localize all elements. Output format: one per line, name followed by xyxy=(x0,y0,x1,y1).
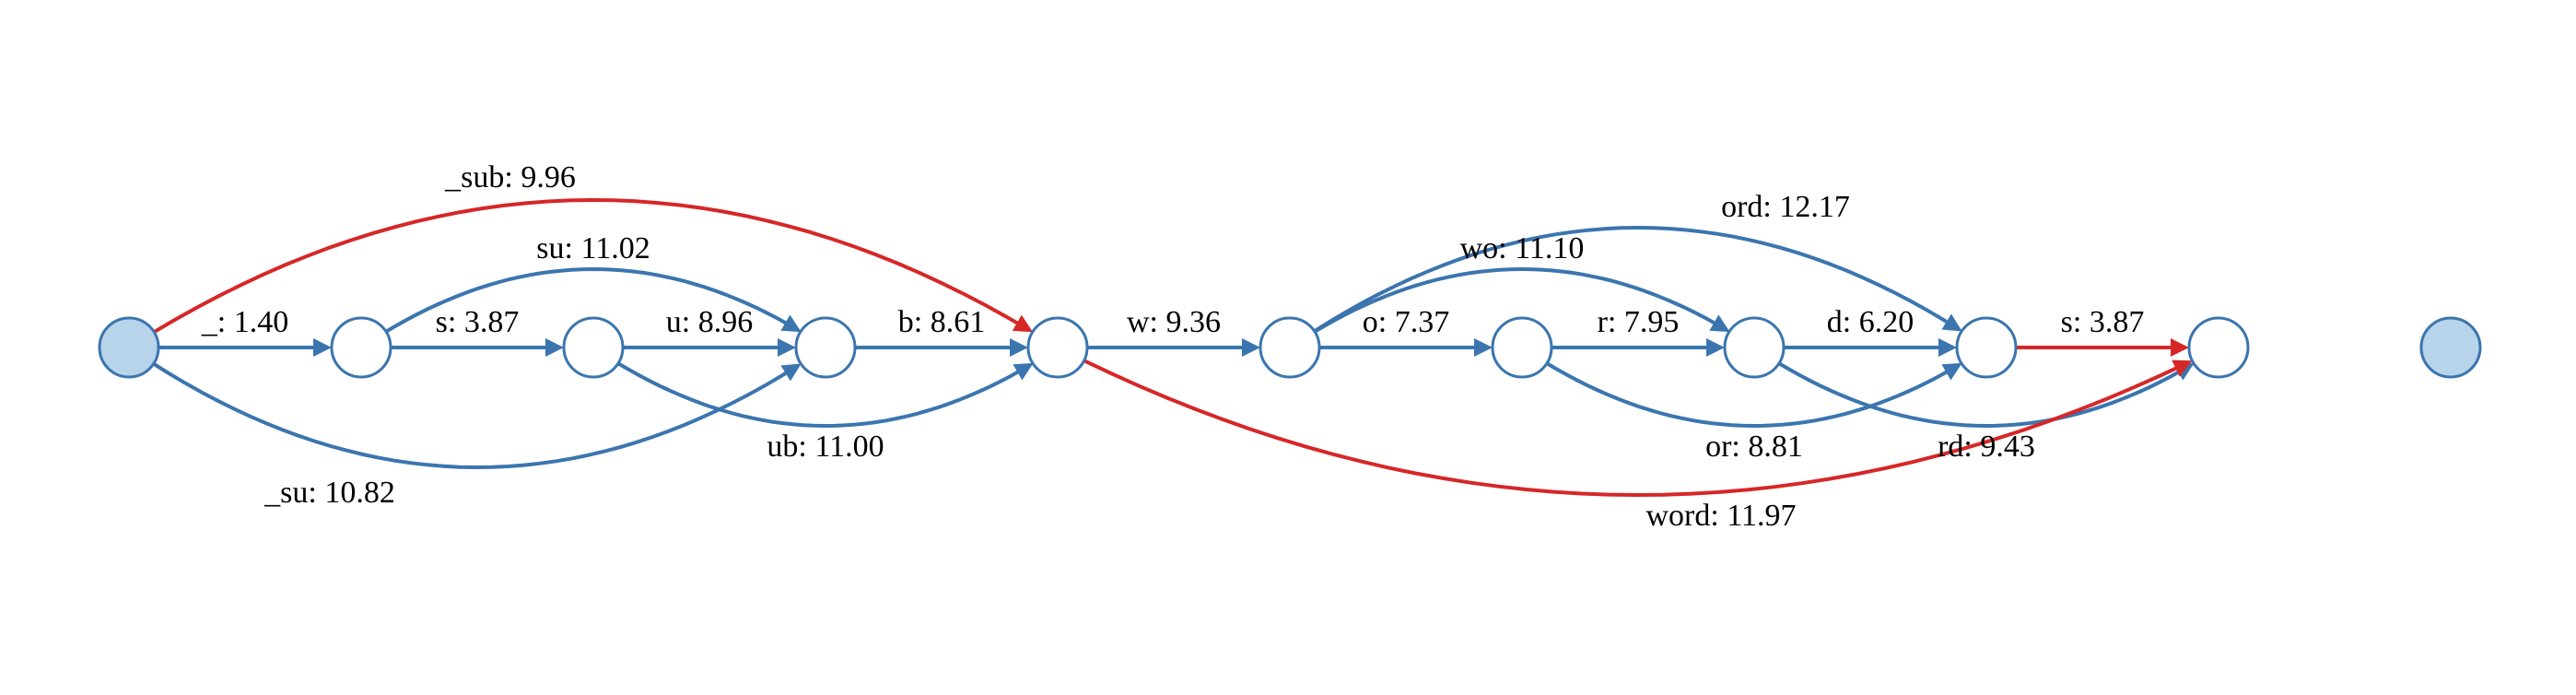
edge-label: b: 8.61 xyxy=(898,305,985,339)
edge xyxy=(153,364,798,468)
edge-label: w: 9.36 xyxy=(1127,305,1221,339)
state-node xyxy=(796,318,855,377)
edge-label: s: 3.87 xyxy=(436,305,520,339)
state-node xyxy=(564,318,623,377)
edge-label: o: 7.37 xyxy=(1363,305,1449,339)
edge-label: u: 8.96 xyxy=(666,305,753,339)
edge-label: _su: 10.82 xyxy=(263,476,395,510)
state-node xyxy=(1725,318,1784,377)
edge-label: _: 1.40 xyxy=(201,305,288,339)
state-node xyxy=(332,318,391,377)
edge-label: ord: 12.17 xyxy=(1721,190,1850,224)
edge-label: _sub: 9.96 xyxy=(444,160,576,194)
edge-label: word: 11.97 xyxy=(1645,499,1796,533)
edge-label: ub: 11.00 xyxy=(767,430,884,464)
token-lattice-diagram: _: 1.40 s: 3.87 u: 8.96 b: 8.61 w: 9.36 o: 7.… xyxy=(0,0,2576,695)
state-node xyxy=(1260,318,1319,377)
edge-label: rd: 9.43 xyxy=(1938,430,2035,464)
state-node xyxy=(1028,318,1087,377)
edge xyxy=(1084,360,2189,495)
terminal-node xyxy=(100,318,158,377)
state-node xyxy=(1957,318,2016,377)
edge-label: r: 7.95 xyxy=(1598,305,1680,339)
edge-label: d: 6.20 xyxy=(1827,305,1914,339)
edge-label: s: 3.87 xyxy=(2061,305,2145,339)
terminal-node xyxy=(2421,318,2480,377)
state-node xyxy=(1493,318,1551,377)
edge-label: su: 11.02 xyxy=(536,231,650,265)
state-node xyxy=(2189,318,2248,377)
edge-label: wo: 11.10 xyxy=(1460,231,1585,265)
edges-layer xyxy=(153,200,2191,495)
edge-label: or: 8.81 xyxy=(1705,430,1803,464)
